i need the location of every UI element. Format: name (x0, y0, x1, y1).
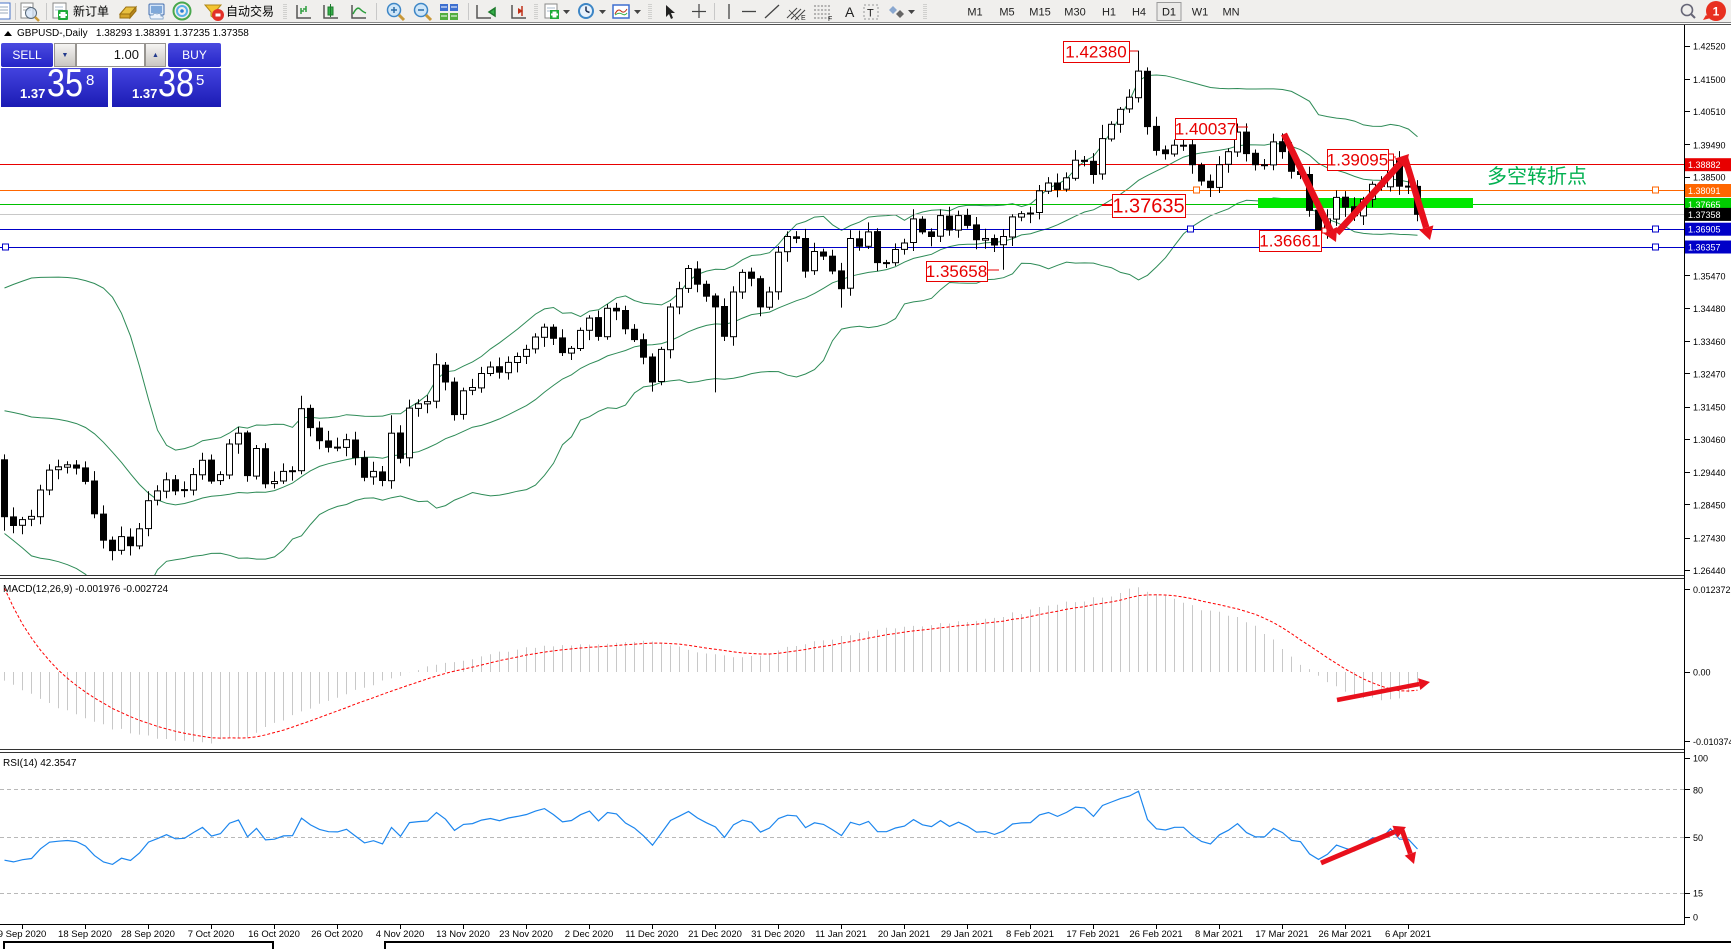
svg-text:1.34480: 1.34480 (1693, 304, 1726, 314)
svg-text:1.39490: 1.39490 (1693, 140, 1726, 150)
svg-text:1.35470: 1.35470 (1693, 272, 1726, 282)
svg-text:1.31450: 1.31450 (1693, 403, 1726, 413)
svg-text:26 Oct 2020: 26 Oct 2020 (311, 929, 363, 940)
svg-text:23 Nov 2020: 23 Nov 2020 (499, 929, 553, 940)
svg-text:M15: M15 (1029, 7, 1050, 19)
svg-text:7 Oct 2020: 7 Oct 2020 (188, 929, 234, 940)
svg-text:RSI(14) 42.3547: RSI(14) 42.3547 (3, 758, 77, 769)
svg-text:18 Sep 2020: 18 Sep 2020 (58, 929, 112, 940)
svg-text:H1: H1 (1102, 7, 1116, 19)
svg-text:1: 1 (1713, 5, 1720, 19)
svg-text:6 Apr 2021: 6 Apr 2021 (1385, 929, 1431, 940)
svg-text:M1: M1 (967, 7, 982, 19)
svg-text:E: E (801, 15, 806, 22)
svg-text:1.30460: 1.30460 (1693, 435, 1726, 445)
svg-text:自动交易: 自动交易 (226, 4, 274, 19)
svg-text:1.42520: 1.42520 (1693, 42, 1726, 52)
svg-text:1.41500: 1.41500 (1693, 75, 1726, 85)
svg-text:1.36905: 1.36905 (1688, 225, 1721, 235)
svg-text:1.35658: 1.35658 (926, 262, 987, 281)
svg-text:26 Mar 2021: 26 Mar 2021 (1318, 929, 1371, 940)
svg-text:29 Jan 2021: 29 Jan 2021 (941, 929, 993, 940)
svg-text:15: 15 (1693, 889, 1703, 899)
svg-text:1.29440: 1.29440 (1693, 468, 1726, 478)
svg-text:0.012372: 0.012372 (1693, 585, 1731, 595)
svg-text:1.40037: 1.40037 (1175, 120, 1236, 139)
svg-text:31 Dec 2020: 31 Dec 2020 (751, 929, 805, 940)
svg-text:H4: H4 (1132, 7, 1146, 19)
svg-text:1.42380: 1.42380 (1065, 43, 1126, 62)
svg-text:D1: D1 (1162, 7, 1176, 19)
svg-text:1.36357: 1.36357 (1688, 243, 1721, 253)
svg-text:17 Feb 2021: 17 Feb 2021 (1066, 929, 1119, 940)
svg-text:新订单: 新订单 (73, 4, 109, 19)
svg-text:1.38091: 1.38091 (1688, 186, 1721, 196)
svg-text:1.37358: 1.37358 (1688, 210, 1721, 220)
svg-text:21 Dec 2020: 21 Dec 2020 (688, 929, 742, 940)
svg-text:1.40510: 1.40510 (1693, 107, 1726, 117)
svg-text:1.26440: 1.26440 (1693, 566, 1726, 576)
svg-text:MACD(12,26,9) -0.001976 -0.002: MACD(12,26,9) -0.001976 -0.002724 (3, 584, 169, 595)
svg-text:2 Dec 2020: 2 Dec 2020 (565, 929, 614, 940)
svg-text:F: F (828, 16, 832, 23)
svg-text:1.27430: 1.27430 (1693, 534, 1726, 544)
svg-text:4 Nov 2020: 4 Nov 2020 (376, 929, 425, 940)
svg-text:100: 100 (1693, 754, 1708, 764)
svg-text:M5: M5 (999, 7, 1014, 19)
svg-text:1.36661: 1.36661 (1259, 232, 1320, 251)
svg-text:1.39095: 1.39095 (1327, 151, 1388, 170)
svg-text:11 Jan 2021: 11 Jan 2021 (815, 929, 867, 940)
svg-text:50: 50 (1693, 833, 1703, 843)
svg-text:1.32470: 1.32470 (1693, 369, 1726, 379)
svg-text:26 Feb 2021: 26 Feb 2021 (1129, 929, 1182, 940)
svg-text:GBPUSD-,Daily 1.38293 1.3839: GBPUSD-,Daily 1.38293 1.38391 1.37235 1.… (17, 28, 249, 39)
svg-text:MN: MN (1222, 7, 1239, 19)
svg-text:W1: W1 (1192, 7, 1209, 19)
svg-text:8 Feb 2021: 8 Feb 2021 (1006, 929, 1054, 940)
svg-text:1.37635: 1.37635 (1112, 196, 1184, 218)
svg-text:多空转折点: 多空转折点 (1487, 165, 1587, 188)
svg-text:8 Mar 2021: 8 Mar 2021 (1195, 929, 1243, 940)
svg-text:A: A (845, 4, 855, 20)
svg-text:1.37665: 1.37665 (1688, 200, 1721, 210)
svg-text:13 Nov 2020: 13 Nov 2020 (436, 929, 490, 940)
svg-text:9 Sep 2020: 9 Sep 2020 (0, 929, 46, 940)
svg-text:-0.010374: -0.010374 (1693, 737, 1731, 747)
svg-text:0.00: 0.00 (1693, 668, 1711, 678)
svg-text:1.38882: 1.38882 (1688, 160, 1721, 170)
svg-text:1.33460: 1.33460 (1693, 337, 1726, 347)
svg-text:T: T (867, 8, 874, 20)
svg-text:11 Dec 2020: 11 Dec 2020 (625, 929, 678, 940)
svg-text:17 Mar 2021: 17 Mar 2021 (1255, 929, 1308, 940)
svg-text:1.28450: 1.28450 (1693, 501, 1726, 511)
svg-text:80: 80 (1693, 785, 1703, 795)
svg-text:1.38500: 1.38500 (1693, 173, 1726, 183)
svg-text:28 Sep 2020: 28 Sep 2020 (121, 929, 175, 940)
svg-text:20 Jan 2021: 20 Jan 2021 (878, 929, 930, 940)
svg-text:0: 0 (1693, 913, 1698, 923)
svg-text:16 Oct 2020: 16 Oct 2020 (248, 929, 300, 940)
svg-text:M30: M30 (1064, 7, 1085, 19)
